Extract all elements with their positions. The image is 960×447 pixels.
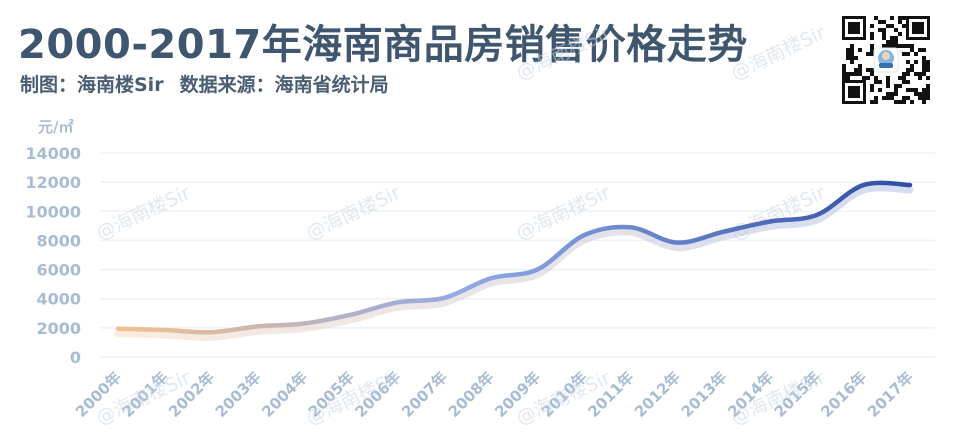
data-point xyxy=(815,213,819,217)
y-tick-label: 8000 xyxy=(36,231,81,250)
source-label: 数据来源：海南省统计局 xyxy=(179,74,389,96)
data-point xyxy=(861,183,865,187)
series-line xyxy=(115,180,913,335)
data-point xyxy=(349,313,353,317)
data-point xyxy=(908,183,912,187)
series-line-shadow xyxy=(114,184,914,341)
data-point xyxy=(721,229,725,233)
qr-code xyxy=(840,14,932,106)
qr-finder-top-left xyxy=(842,16,866,40)
data-point xyxy=(256,324,260,328)
y-unit-label: 元/㎡ xyxy=(38,118,74,136)
y-tick-label: 6000 xyxy=(36,261,81,280)
data-point xyxy=(582,233,586,237)
x-tick-label: 2008年 xyxy=(445,368,498,421)
data-point xyxy=(442,296,446,300)
data-point xyxy=(535,267,539,271)
y-tick-label: 0 xyxy=(70,348,81,367)
data-point xyxy=(209,330,213,334)
data-point xyxy=(302,321,306,325)
y-tick-label: 10000 xyxy=(25,202,81,221)
qr-finder-bottom-left xyxy=(842,80,866,104)
data-point xyxy=(628,225,632,229)
maker-label: 制图：海南楼Sir xyxy=(20,74,164,96)
watermark: @海南楼Sir xyxy=(513,22,614,85)
watermark: @海南楼Sir xyxy=(728,22,829,85)
x-tick-label: 2017年 xyxy=(864,368,917,421)
y-tick-label: 12000 xyxy=(25,173,81,192)
data-point xyxy=(116,326,120,330)
y-tick-label: 4000 xyxy=(36,290,81,309)
x-tick-label: 2007年 xyxy=(398,368,451,421)
page-title: 2000-2017年海南商品房销售价格走势 xyxy=(18,22,748,68)
data-point xyxy=(768,219,772,223)
subtitle: 制图：海南楼Sir 数据来源：海南省统计局 xyxy=(20,70,389,97)
y-tick-label: 2000 xyxy=(36,319,81,338)
x-tick-label: 2016年 xyxy=(817,368,870,421)
x-tick-label: 2004年 xyxy=(258,368,311,421)
watermark: @海南楼Sir xyxy=(93,182,194,245)
qr-finder-top-right xyxy=(906,16,930,40)
x-tick-label: 2013年 xyxy=(678,368,731,421)
data-point xyxy=(489,276,493,280)
x-tick-label: 2003年 xyxy=(212,368,265,421)
watermark: @海南楼Sir xyxy=(303,182,404,245)
data-point xyxy=(162,328,166,332)
x-tick-label: 2012年 xyxy=(631,368,684,421)
qr-center-avatar-icon xyxy=(873,47,899,73)
data-point xyxy=(395,300,399,304)
data-point xyxy=(675,240,679,244)
y-tick-label: 14000 xyxy=(25,144,81,163)
